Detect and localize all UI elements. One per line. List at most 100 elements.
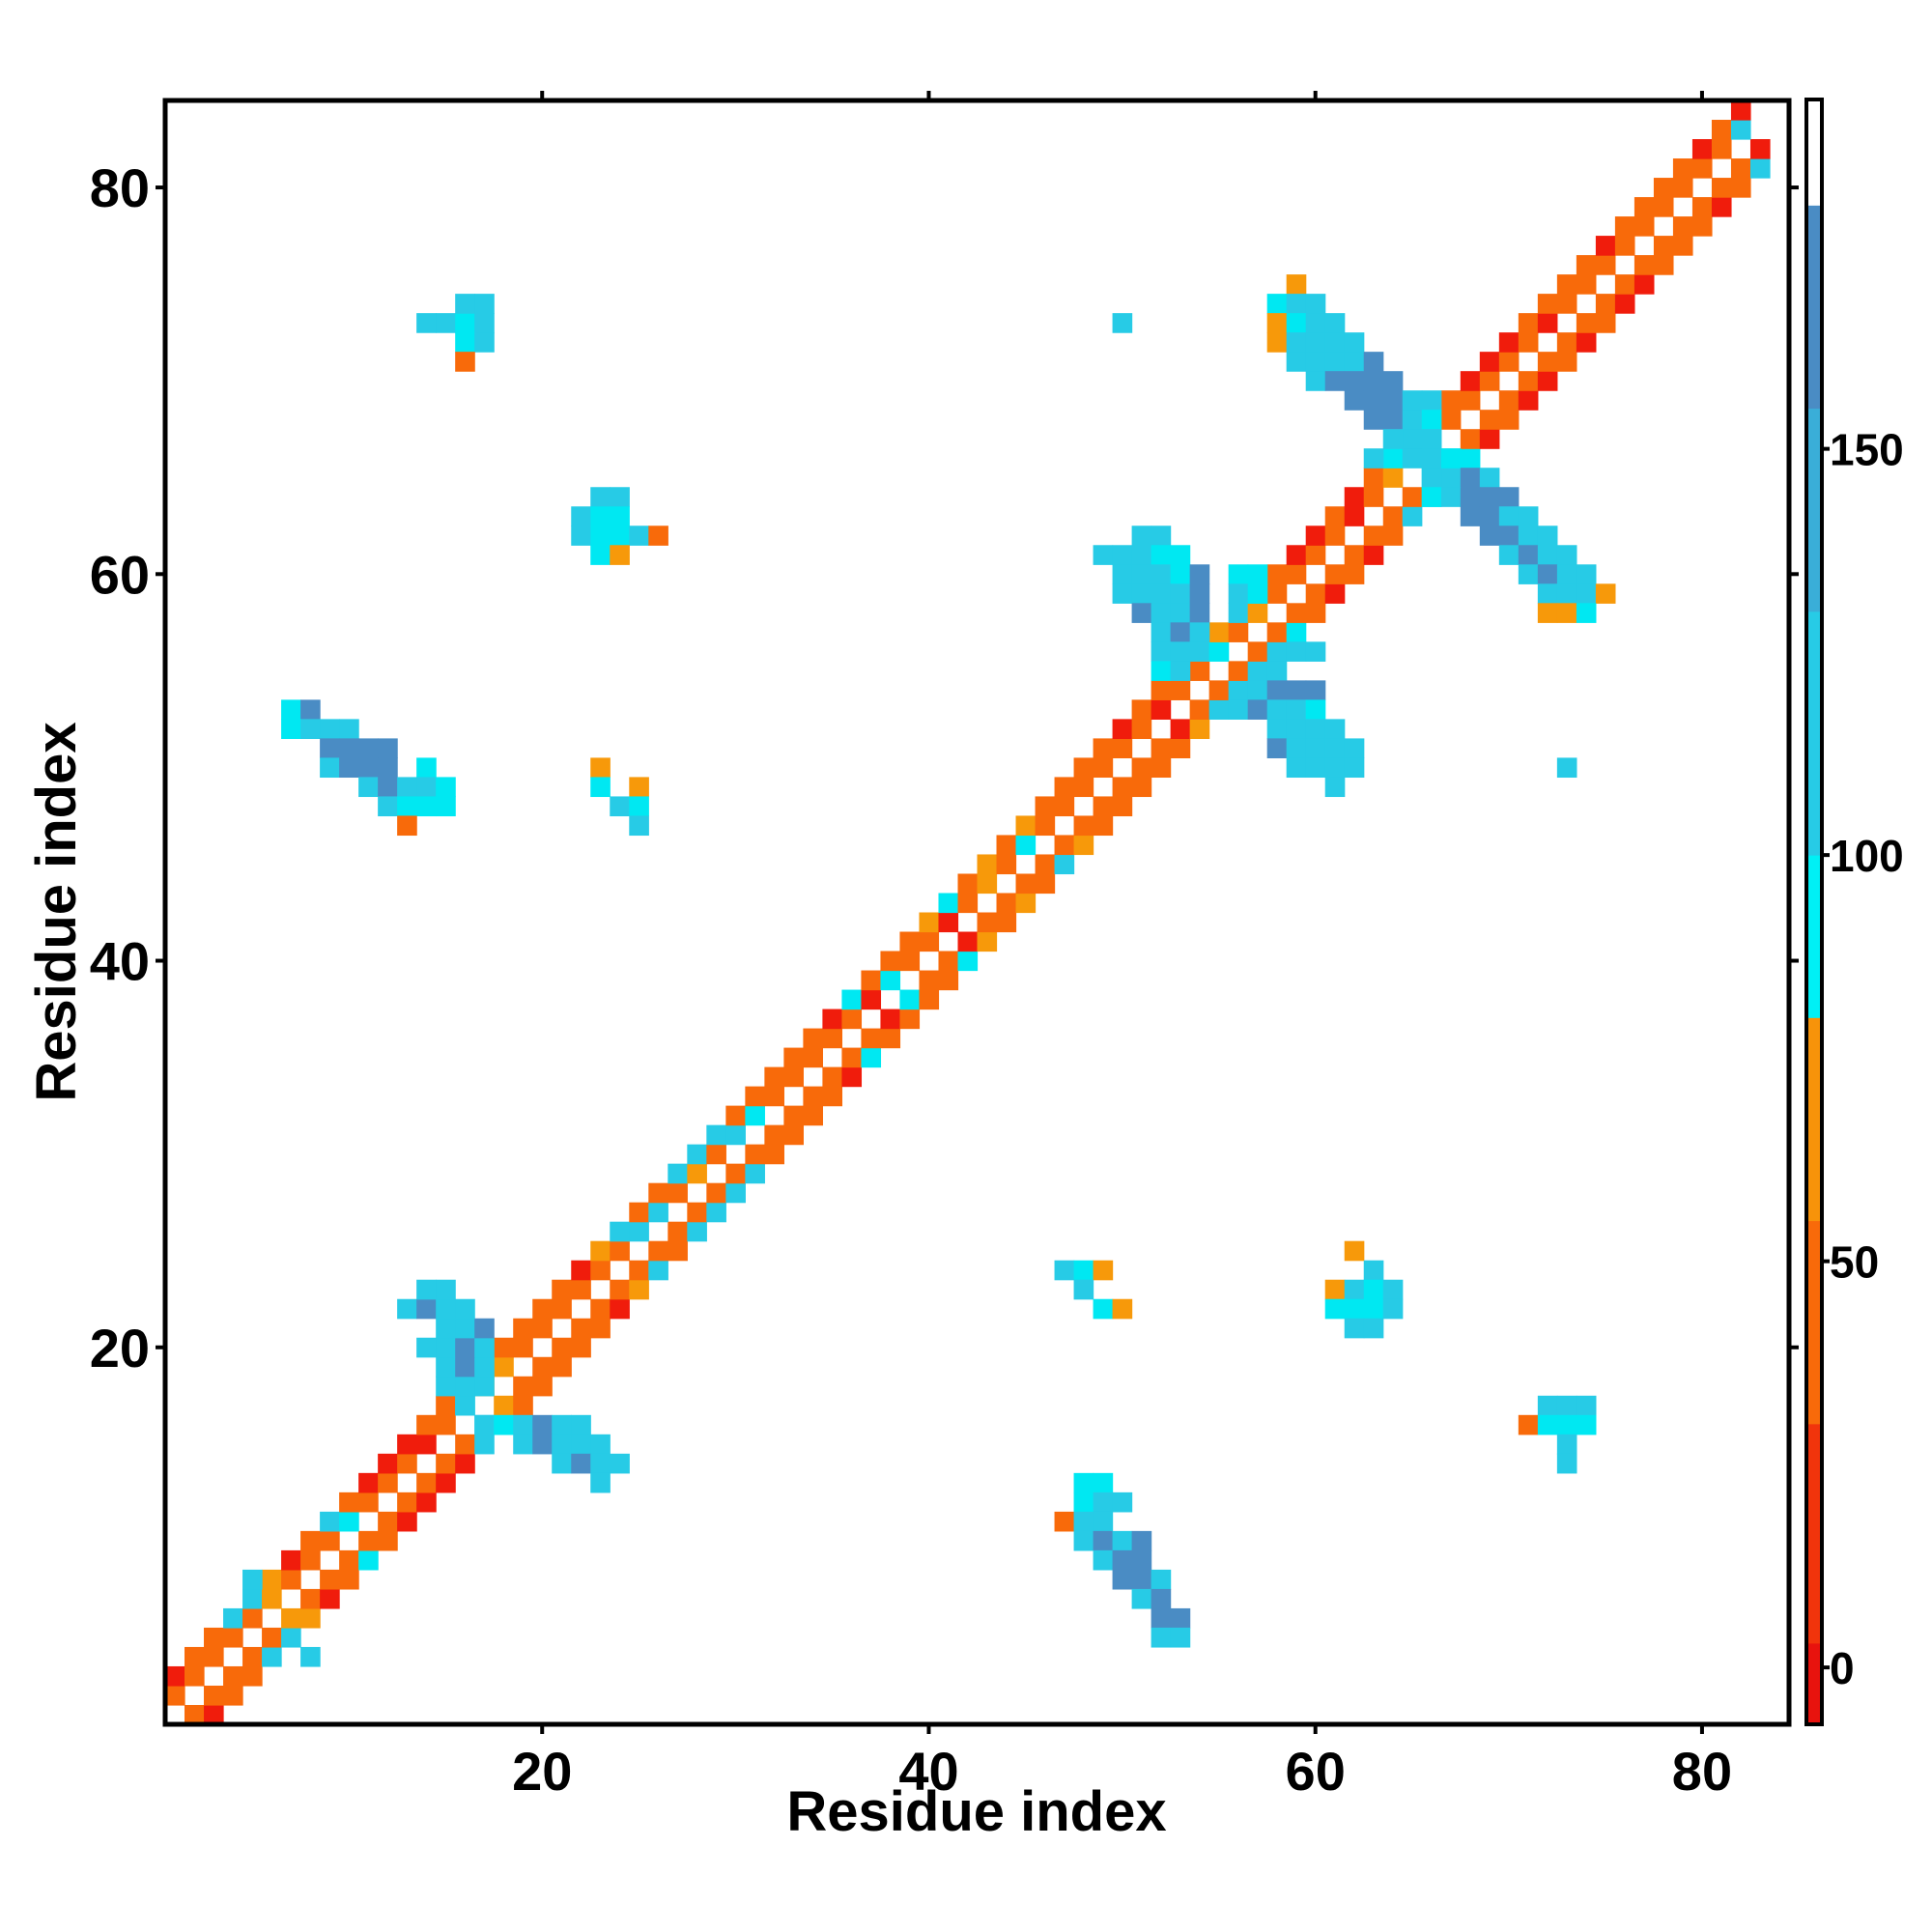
contact-cell-cluster bbox=[1266, 719, 1288, 739]
contact-cell-diagonal bbox=[1402, 448, 1423, 469]
contact-cell-cluster bbox=[1170, 545, 1191, 565]
contact-cell-diagonal bbox=[590, 1240, 611, 1262]
contact-cell-diagonal bbox=[1576, 332, 1597, 353]
contact-cell-diagonal bbox=[899, 951, 921, 972]
contact-cell-cluster bbox=[1479, 506, 1500, 526]
contact-cell-cluster bbox=[1440, 487, 1462, 507]
contact-cell-cluster bbox=[397, 815, 417, 837]
contact-cell-diagonal bbox=[1730, 178, 1751, 198]
contact-cell-diagonal bbox=[1015, 893, 1037, 914]
contact-cell-diagonal bbox=[1286, 603, 1307, 623]
contact-cell-diagonal bbox=[262, 1627, 282, 1648]
contact-cell-cluster bbox=[532, 1434, 553, 1455]
contact-cell-cluster bbox=[455, 313, 475, 333]
contact-cell-diagonal bbox=[1595, 255, 1616, 275]
contact-cell-diagonal bbox=[745, 1163, 765, 1184]
contact-cell-diagonal bbox=[1286, 564, 1307, 584]
contact-cell-diagonal bbox=[1730, 158, 1751, 179]
contact-cell-diagonal bbox=[358, 1549, 379, 1571]
contact-cell-cluster bbox=[1112, 313, 1133, 333]
contact-cell-diagonal bbox=[996, 893, 1017, 914]
contact-cell-diagonal bbox=[281, 1569, 301, 1590]
contact-cell-diagonal bbox=[1382, 468, 1404, 488]
contact-cell-diagonal bbox=[204, 1704, 224, 1725]
contact-cell-diagonal bbox=[1576, 255, 1597, 275]
contact-cell-cluster bbox=[1131, 1588, 1152, 1609]
contact-cell-cluster bbox=[1189, 564, 1210, 584]
contact-cell-diagonal bbox=[1035, 854, 1056, 875]
contact-cell-cluster bbox=[1479, 526, 1500, 546]
contact-cell-cluster bbox=[320, 719, 340, 739]
contact-cell-diagonal bbox=[1131, 719, 1152, 739]
contact-cell-diagonal bbox=[1073, 815, 1094, 837]
contact-cell-diagonal bbox=[648, 1202, 668, 1223]
contact-cell-cluster bbox=[1479, 487, 1500, 507]
contact-cell-cluster bbox=[1479, 468, 1500, 488]
contact-cell-diagonal bbox=[513, 1376, 533, 1397]
contact-cell-diagonal bbox=[1672, 216, 1693, 237]
contact-cell-cluster bbox=[1073, 1530, 1094, 1551]
contact-cell-diagonal bbox=[1498, 390, 1520, 411]
contact-cell-diagonal bbox=[706, 1202, 726, 1223]
contact-cell-diagonal bbox=[1151, 757, 1172, 779]
contact-cell-diagonal bbox=[1228, 622, 1249, 642]
contact-cell-cluster bbox=[416, 1337, 437, 1358]
contact-cell-cluster bbox=[1151, 1607, 1172, 1629]
contact-cell-diagonal bbox=[1634, 274, 1655, 295]
contact-cell-cluster bbox=[1363, 390, 1384, 411]
contact-cell-diagonal bbox=[378, 1530, 398, 1551]
contact-cell-cluster bbox=[571, 506, 591, 526]
contact-cell-cluster bbox=[281, 719, 301, 739]
contact-cell-diagonal bbox=[320, 1511, 340, 1532]
contact-cell-diagonal bbox=[1015, 815, 1037, 837]
contact-cell-diagonal bbox=[1344, 564, 1365, 584]
contact-cell-cluster bbox=[1363, 352, 1384, 372]
contact-cell-diagonal bbox=[841, 989, 863, 1010]
contact-cell-diagonal bbox=[397, 1511, 417, 1532]
contact-cell-diagonal bbox=[1015, 835, 1037, 856]
contact-cell-diagonal bbox=[1711, 120, 1732, 140]
contact-cell-cluster bbox=[1073, 1260, 1094, 1281]
contact-cell-diagonal bbox=[223, 1627, 243, 1648]
colorbar-segment bbox=[1808, 408, 1820, 612]
contact-cell-diagonal bbox=[494, 1395, 514, 1416]
contact-cell-cluster bbox=[455, 1337, 475, 1358]
contact-cell-diagonal bbox=[1634, 197, 1655, 217]
contact-cell-cluster bbox=[1518, 545, 1539, 565]
contact-cell-cluster bbox=[1460, 468, 1481, 488]
contact-cell-diagonal bbox=[610, 1240, 630, 1262]
contact-cell-diagonal bbox=[1247, 603, 1268, 623]
contact-cell-diagonal bbox=[262, 1569, 282, 1590]
contact-cell-diagonal bbox=[803, 1047, 823, 1068]
contact-cell-cluster bbox=[242, 1569, 263, 1590]
contact-cell-diagonal bbox=[1614, 274, 1635, 295]
contact-cell-diagonal bbox=[822, 1028, 843, 1049]
contact-cell-diagonal bbox=[416, 1472, 437, 1493]
colorbar-segment bbox=[1808, 1017, 1820, 1222]
contact-cell-cluster bbox=[590, 1453, 611, 1474]
contact-cell-diagonal bbox=[339, 1492, 359, 1513]
contact-cell-diagonal bbox=[1653, 178, 1674, 198]
contact-cell-cluster bbox=[1151, 622, 1172, 642]
colorbar-tick-label: 100 bbox=[1830, 831, 1904, 881]
contact-cell-diagonal bbox=[1518, 371, 1539, 391]
x-axis-title: Residue index bbox=[786, 1780, 1166, 1843]
contact-cell-diagonal bbox=[1498, 332, 1520, 353]
contact-cell-diagonal bbox=[1614, 236, 1635, 256]
contact-cell-cluster bbox=[378, 777, 398, 798]
contact-cell-cluster bbox=[590, 526, 611, 546]
contact-cell-diagonal bbox=[1634, 255, 1655, 275]
contact-cell-diagonal bbox=[687, 1144, 707, 1165]
contact-cell-diagonal bbox=[358, 1472, 379, 1493]
contact-cell-cluster bbox=[1324, 1298, 1346, 1320]
contact-cell-diagonal bbox=[687, 1221, 707, 1242]
contact-cell-diagonal bbox=[1498, 352, 1520, 372]
contact-cell-diagonal bbox=[552, 1298, 572, 1320]
contact-cell-cluster bbox=[1498, 506, 1520, 526]
contact-cell-diagonal bbox=[1576, 313, 1597, 333]
contact-cell-cluster bbox=[1305, 352, 1326, 372]
contact-cell-cluster bbox=[1344, 1279, 1365, 1300]
contact-cell-diagonal bbox=[571, 1279, 591, 1300]
contact-cell-diagonal bbox=[590, 1298, 611, 1320]
contact-cell-diagonal bbox=[552, 1279, 572, 1300]
